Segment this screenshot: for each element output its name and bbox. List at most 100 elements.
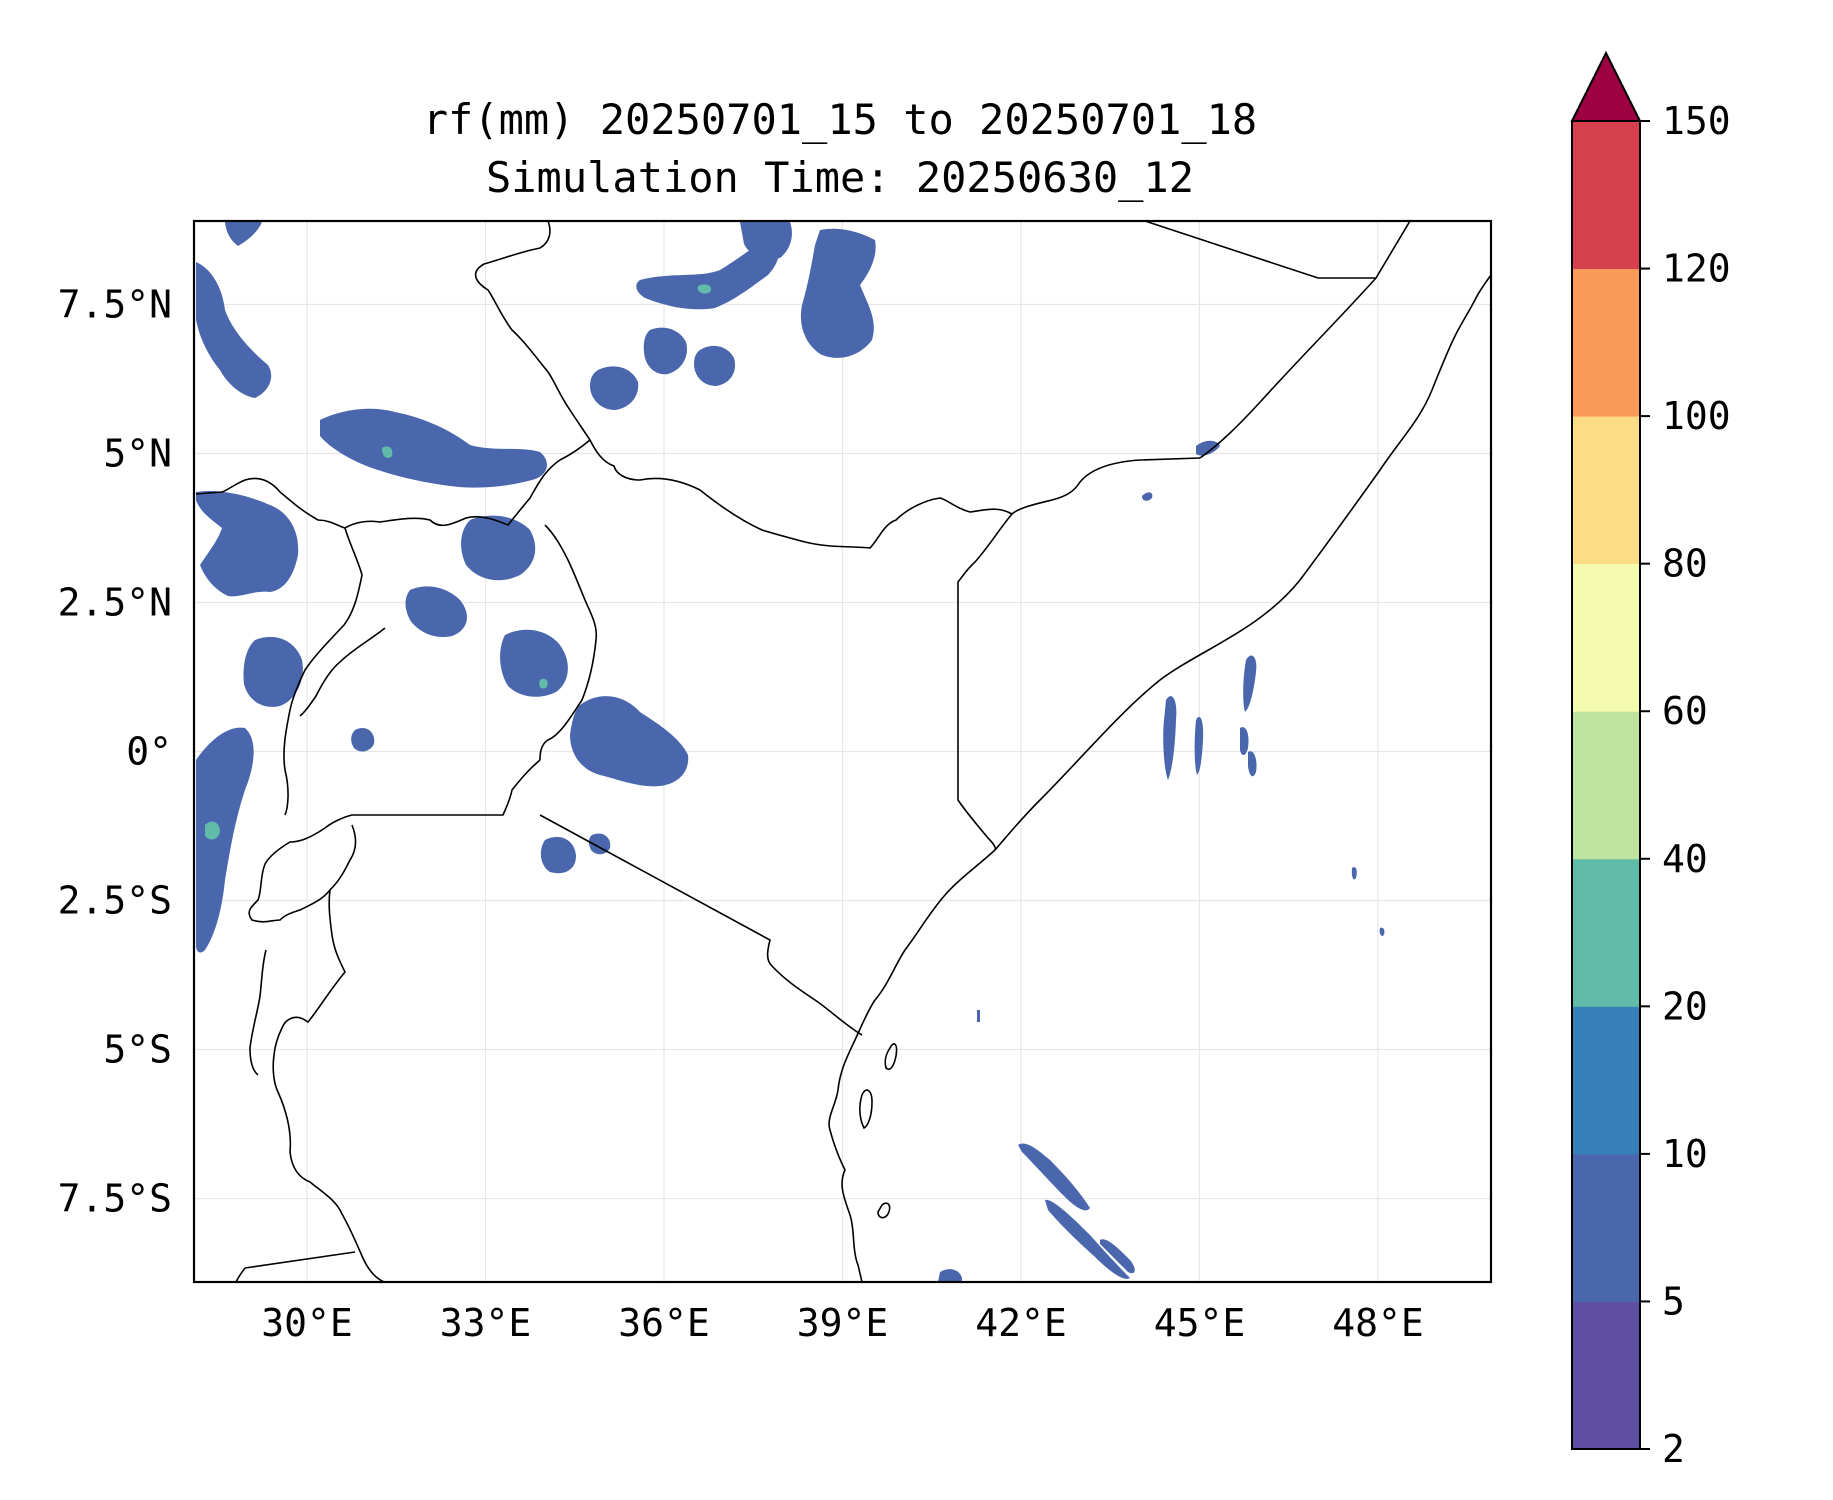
country-borders (195, 221, 1491, 1282)
lon-tick-label: 48°E (1332, 1301, 1424, 1345)
colorbar-label: 80 (1662, 542, 1708, 586)
colorbar-segment (1572, 563, 1640, 712)
rain-area (570, 696, 689, 787)
lon-tick-label: 42°E (975, 1301, 1067, 1345)
rain-area (1045, 1199, 1130, 1279)
map-frame (192, 219, 1493, 1284)
rain-area (1243, 655, 1257, 712)
rain-area (320, 408, 547, 488)
colorbar-segment (1572, 1301, 1640, 1450)
lon-tick-label: 45°E (1154, 1301, 1246, 1345)
rain-area (225, 222, 262, 246)
lat-tick-label: 2.5°S (58, 879, 172, 923)
rain-area (800, 228, 876, 358)
rain-area (1142, 492, 1153, 501)
rain-area (740, 222, 792, 260)
map-panel: 30°E 33°E 36°E 39°E 42°E 45°E 48°E 7.5°N 5°N 2.5°… (58, 219, 1493, 1345)
rain-area (461, 515, 536, 581)
colorbar-segment (1572, 858, 1640, 1007)
border-uganda-drc (283, 527, 363, 816)
coastline-east-africa (828, 849, 996, 1282)
axis-ticks: 30°E 33°E 36°E 39°E 42°E 45°E 48°E 7.5°N 5°N 2.5°… (58, 282, 1424, 1345)
rain-area (643, 327, 688, 375)
border-zambia-south (235, 1267, 246, 1282)
lat-tick-label: 2.5°N (58, 580, 172, 624)
border-ethiopia-north (1144, 221, 1411, 279)
colorbar-label: 40 (1662, 837, 1708, 881)
gridlines (194, 221, 1491, 1282)
lon-tick-label: 39°E (797, 1301, 889, 1345)
colorbar-label: 150 (1662, 99, 1731, 143)
colorbar-segment (1572, 1153, 1640, 1302)
border-kenya-tanzania (539, 814, 863, 1036)
rain-area (1240, 727, 1249, 756)
rain-area (1351, 867, 1357, 880)
border-zambia (244, 1251, 356, 1269)
rain-area (636, 238, 780, 310)
rain-area (588, 833, 611, 855)
lon-tick-label: 36°E (618, 1301, 710, 1345)
colorbar-segment (1572, 121, 1640, 270)
rain-area (351, 727, 375, 752)
island-zanzibar (859, 1089, 873, 1130)
rain-area (1100, 1239, 1135, 1274)
colorbar-segment (1572, 416, 1640, 565)
border-tanzania-west (272, 889, 385, 1282)
lon-tick-label: 30°E (261, 1301, 353, 1345)
plot-subtitle: Simulation Time: 20250630_12 (486, 153, 1194, 202)
colorbar-segment (1572, 268, 1640, 417)
lat-tick-label: 0° (126, 730, 172, 774)
rain-area (590, 366, 639, 410)
rain-core (382, 446, 393, 458)
border-uganda-tanzania (324, 759, 541, 829)
lat-tick-label: 5°S (103, 1028, 172, 1072)
border-southsudan-uganda (195, 439, 591, 529)
rain-area (196, 727, 254, 953)
border-ethiopia-somalia (1011, 457, 1201, 515)
border-uganda-kenya (539, 524, 598, 761)
colorbar-label: 60 (1662, 689, 1708, 733)
border-rwanda-burundi (248, 824, 357, 923)
coastline-horn (994, 274, 1491, 851)
colorbar-label: 10 (1662, 1132, 1708, 1176)
rain-core (697, 284, 712, 294)
rain-area (196, 490, 299, 597)
island-mafia (877, 1202, 891, 1219)
rain-area (1194, 716, 1204, 775)
rain-area (500, 629, 568, 697)
rain-area (1248, 751, 1257, 777)
colorbar-frame (1571, 120, 1641, 1450)
rain-area (938, 1269, 962, 1282)
rain-core (205, 821, 220, 840)
rain-area (977, 1010, 980, 1022)
rain-area (1196, 440, 1220, 456)
island-pemba (884, 1043, 898, 1071)
lat-tick-label: 7.5°S (58, 1177, 172, 1221)
rain-core (539, 678, 548, 689)
colorbar-label: 120 (1662, 247, 1731, 291)
rain-area (540, 836, 576, 874)
lake-outline (249, 949, 267, 1076)
rain-area (694, 345, 736, 386)
border-southsudan-ethiopia (474, 221, 591, 441)
border-somaliland (1199, 277, 1377, 459)
lat-tick-label: 5°N (103, 431, 172, 475)
border-kenya-ethiopia (589, 439, 1013, 549)
rain-area (1379, 927, 1385, 936)
lon-tick-label: 33°E (440, 1301, 532, 1345)
plot-title: rf(mm) 20250701_15 to 20250701_18 (423, 95, 1257, 144)
border-kenya-somalia (957, 513, 1013, 851)
rainfall-contours (196, 222, 1385, 1282)
colorbar-label: 100 (1662, 394, 1731, 438)
rain-area (1163, 696, 1177, 780)
border-uganda-west (299, 627, 386, 717)
colorbar-segment (1572, 711, 1640, 860)
colorbar-extend-arrow (1570, 50, 1642, 122)
colorbar-segment (1572, 1006, 1640, 1155)
colorbar: 2 5 10 20 40 60 80 100 120 150 (1570, 50, 1731, 1471)
rain-area (1018, 1143, 1090, 1211)
rain-area (405, 586, 467, 638)
rain-area (243, 636, 303, 707)
colorbar-label: 20 (1662, 984, 1708, 1028)
